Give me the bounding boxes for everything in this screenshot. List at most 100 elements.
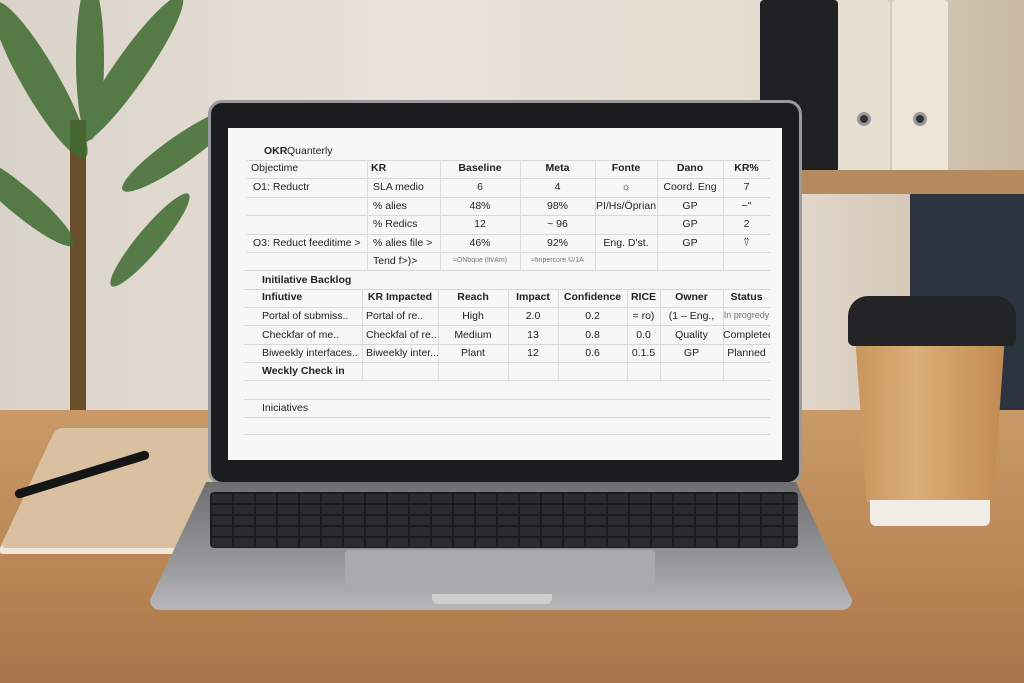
okr-header-5[interactable]: Dano [676,162,704,174]
okr-cell[interactable]: ≈ONbque (lfi/Am) [452,257,508,265]
keyboard[interactable] [210,492,798,548]
backlog-cell[interactable]: 2.0 [525,310,541,322]
backlog-cell[interactable]: 0.8 [585,328,600,341]
col-line [558,289,559,380]
backlog-cell[interactable]: 12 [527,347,539,359]
backlog-cell[interactable]: Checkfar of me.. [262,328,340,341]
col-line [520,160,521,270]
backlog-cell[interactable]: = ro) [632,310,655,322]
col-line [440,160,441,270]
backlog-header-6[interactable]: Owner [675,291,708,303]
okr-cell[interactable]: PI/Hs/Öprian [595,199,657,212]
okr-cell[interactable]: ☼ [621,181,631,193]
col-line [723,160,724,270]
okr-cell[interactable]: 12 [474,218,486,231]
backlog-cell[interactable]: (1 – Eng., [668,310,715,322]
okr-cell[interactable]: 92% [546,236,568,249]
row-line [247,160,770,161]
okr-header-0[interactable]: Objectime [251,162,299,174]
row-line [244,344,770,345]
backlog-cell[interactable]: Biweekly interfaces.. [262,347,358,359]
row-line [247,234,770,235]
backlog-cell[interactable]: Portal of re.. [366,310,424,322]
okr-cell[interactable]: O3: Reduct feeditime > [253,236,361,249]
okr-cell[interactable]: % alies file > [373,236,433,249]
backlog-cell[interactable]: High [462,310,484,322]
shelf [800,170,1024,194]
okr-cell[interactable]: Tend f>)> [373,255,418,268]
row-line [244,417,770,418]
backlog-cell[interactable]: 0.6 [585,347,600,359]
okr-cell[interactable]: ~" [741,199,752,212]
col-line [438,289,439,380]
backlog-header-0[interactable]: Infiutive [262,291,303,303]
backlog-header-1[interactable]: KR Impacted [367,291,433,303]
okr-cell[interactable]: Coord. Eng [663,181,717,193]
okr-cell[interactable]: 46% [469,236,491,249]
spreadsheet-screen: OKR Quanterly Objectime KR Baseline Meta Font… [228,128,782,460]
cup-lid [848,296,1016,346]
okr-cell[interactable]: Eng. D'st. [603,236,649,249]
col-line [367,160,368,270]
okr-header-4[interactable]: Fonte [611,162,641,174]
okr-header-2[interactable]: Baseline [458,162,502,174]
backlog-header-3[interactable]: Impact [516,291,550,303]
okr-cell[interactable]: O1: Reductr [253,181,310,193]
okr-cell[interactable]: % alies [373,199,407,212]
col-line [627,289,628,380]
okr-cell[interactable]: GP [682,218,698,231]
okr-cell[interactable]: ~ 96 [547,218,568,231]
backlog-cell[interactable]: Planned [727,347,766,359]
trackpad[interactable] [345,550,655,592]
col-line [657,160,658,270]
okr-cell[interactable]: GP [682,236,698,249]
row-line [244,325,770,326]
okr-title-rest: Quanterly [287,145,333,157]
row-line [244,307,770,308]
okr-cell[interactable]: % Redics [373,218,418,231]
backlog-cell[interactable]: In progredy [723,310,770,320]
backlog-header-5[interactable]: RICE [630,291,657,303]
col-line [723,289,724,380]
okr-cell[interactable]: ≈finpercore ©/1A [531,257,584,265]
backlog-cell[interactable]: 0.1.5 [631,347,656,359]
okr-header-1[interactable]: KR [371,162,387,174]
backlog-cell[interactable]: Completed [723,328,770,341]
row-line [247,178,770,179]
backlog-cell[interactable]: Checkfal of re.. [366,328,437,341]
row-line [244,399,770,400]
okr-header-6[interactable]: KR% [734,162,759,174]
row-line [244,270,770,271]
okr-cell[interactable]: 98% [546,199,568,212]
backlog-header-2[interactable]: Reach [457,291,489,303]
okr-cell[interactable]: 4 [554,181,561,193]
iniciatives-label[interactable]: Iniciatives [262,402,309,414]
row-line [244,380,770,381]
backlog-cell[interactable]: Biweekly inter... [366,347,438,359]
plant [0,0,238,420]
okr-cell[interactable]: ⍢ [743,236,750,249]
okr-cell[interactable]: 6 [477,181,483,193]
row-line [247,197,770,198]
backlog-cell[interactable]: 0.0 [636,328,651,341]
backlog-cell[interactable]: Plant [461,347,485,359]
backlog-cell[interactable]: Medium [454,328,492,341]
okr-title-bold: OKR [264,145,288,157]
okr-header-3[interactable]: Meta [545,162,570,174]
backlog-cell[interactable]: 13 [527,328,539,341]
backlog-header-4[interactable]: Confidence [563,291,622,303]
laptop-notch [432,594,552,604]
backlog-cell[interactable]: 0.2 [585,310,600,322]
backlog-header-7[interactable]: Status [730,291,763,303]
okr-cell[interactable]: 48% [469,199,491,212]
okr-cell[interactable]: 7 [743,181,750,193]
col-line [362,289,363,380]
weekly-check-in[interactable]: Weckly Check in [262,365,345,377]
backlog-cell[interactable]: Portal of submiss.. [262,310,349,322]
okr-cell[interactable]: SLA medio [373,181,424,193]
okr-cell[interactable]: GP [682,199,698,212]
backlog-cell[interactable]: GP [683,347,700,359]
backlog-cell[interactable]: Quality [675,328,708,341]
okr-cell[interactable]: 2 [743,218,750,231]
col-line [660,289,661,380]
